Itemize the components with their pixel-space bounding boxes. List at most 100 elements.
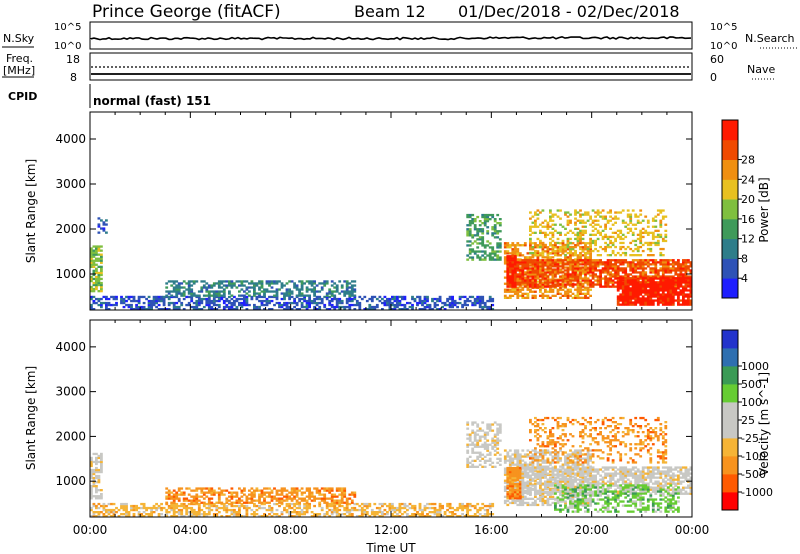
power-cell [591,283,595,286]
power-cell [636,237,640,241]
power-cell [340,301,344,305]
power-cell [569,281,572,284]
power-cell [579,271,582,274]
power-cell [641,295,645,298]
power-cell [601,235,605,239]
velocity-cell [120,513,123,516]
power-cell [541,241,545,245]
power-cell [566,288,570,291]
velocity-cell [353,495,357,498]
velocity-cell [280,499,284,502]
power-cell [659,223,663,226]
velocity-cell [353,508,357,512]
power-cell [182,286,186,289]
power-cell [365,299,369,303]
power-cell [596,259,600,262]
power-cell [644,229,648,232]
power-cell [100,265,103,268]
power-cell [599,271,602,274]
power-cell [496,222,500,225]
velocity-cell [150,506,153,510]
power-cell [601,247,605,251]
velocity-cell [182,502,186,506]
power-cell [636,263,640,266]
velocity-cell [468,508,472,512]
velocity-cell [235,504,239,508]
power-cell [536,265,540,268]
power-cell [659,299,663,302]
power-cell [629,295,633,298]
velocity-cell [473,443,477,446]
power-cell [556,284,560,287]
power-cell [576,296,580,299]
power-cell [604,269,607,272]
velocity-cell [503,471,507,474]
power-cell [135,303,138,307]
velocity-cell [493,465,497,468]
velocity-cell [258,499,261,502]
power-cell [313,308,316,311]
velocity-cell [508,501,512,505]
power-cell [579,229,582,232]
power-cell [265,297,269,301]
power-cell [426,299,429,303]
power-cell [350,299,354,303]
velocity-cell [421,508,424,512]
power-cell [621,285,625,288]
power-cell [486,220,490,223]
power-cell [305,301,309,305]
velocity-cell [486,508,490,512]
power-cell [564,263,567,266]
power-cell [651,217,655,220]
power-cell [634,279,638,282]
power-cell [661,285,665,288]
power-cell [674,281,678,284]
power-cell [202,284,206,287]
velocity-cell [235,501,239,504]
power-cell [476,238,480,241]
power-cell [589,263,592,266]
velocity-cell [315,491,319,494]
velocity-cell [539,499,542,503]
power-cell [534,261,537,264]
velocity-cell [90,476,93,480]
power-cell [220,280,224,283]
power-cell [508,290,512,293]
velocity-cell [536,471,540,474]
velocity-cell [95,452,98,456]
power-cell [260,301,264,305]
velocity-cell [363,502,367,506]
power-cell [92,271,96,275]
power-cell [591,269,595,272]
power-cell [679,299,683,302]
power-cell [566,263,570,266]
power-cell [150,299,153,303]
velocity-cell [177,508,181,512]
power-cell [609,259,612,262]
velocity-cell [345,502,349,506]
power-cell [677,291,680,294]
velocity-cell [529,455,532,458]
velocity-cell [534,501,537,505]
power-cell [451,297,454,301]
power-cell [566,269,570,272]
velocity-cell [493,435,497,438]
power-cell [644,289,648,292]
power-cell [679,275,683,278]
power-cell [318,308,322,311]
power-cell [461,295,464,299]
velocity-cell [523,453,527,456]
power-cell [616,279,620,282]
power-cell [534,223,537,226]
velocity-cell [488,443,492,446]
power-cell [644,259,648,262]
power-cell [468,228,472,231]
power-cell [664,233,668,236]
velocity-cell [207,511,211,514]
power-cell [616,229,620,232]
power-cell [270,290,274,293]
velocity-cell [97,478,101,482]
velocity-cell [295,495,299,498]
power-cell [476,230,480,233]
power-cell [383,299,387,303]
